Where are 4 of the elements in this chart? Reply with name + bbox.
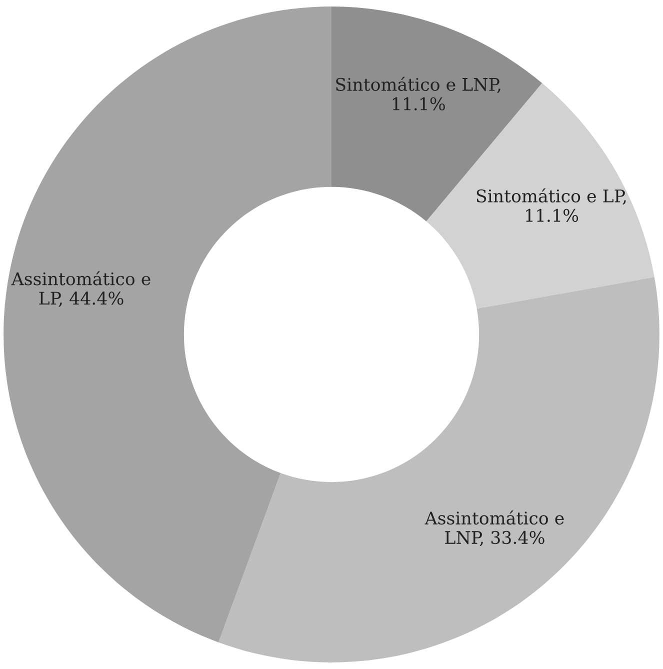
slice-label: Sintomático e LP, 11.1% (476, 188, 626, 222)
slice-label: Assintomático e LP, 44.4% (11, 271, 150, 307)
slice-label: Assintomático e LNP, 33.4% (424, 510, 564, 546)
slice-label: Sintomático e LNP, 11.1% (336, 76, 500, 110)
